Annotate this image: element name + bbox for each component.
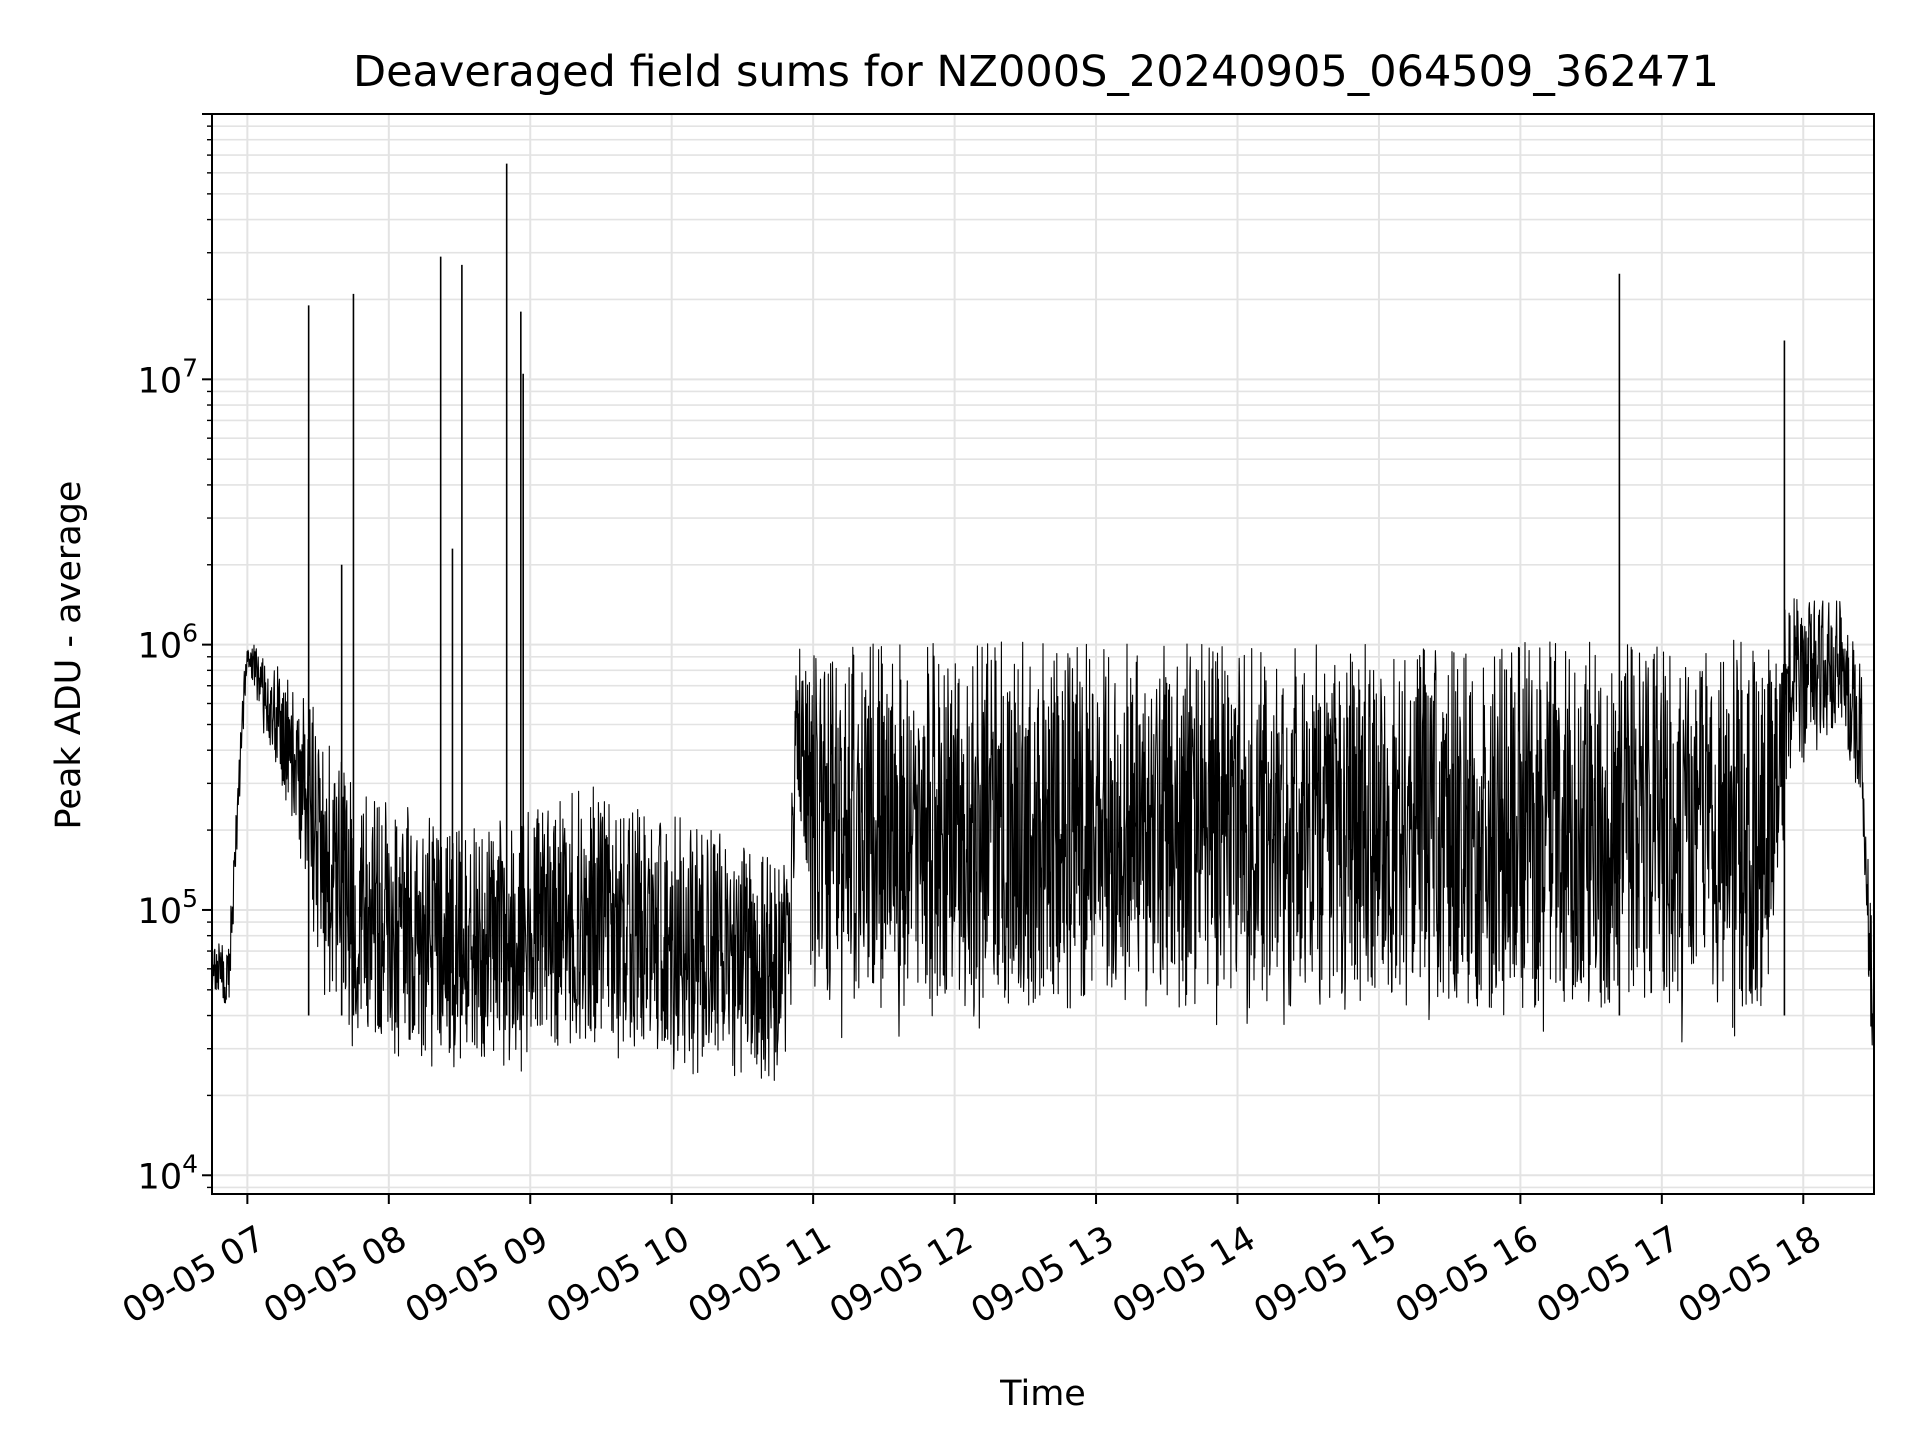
y-tick-exponent: 6 [182,619,198,648]
x-axis-label: Time [999,1374,1086,1414]
y-axis-label: Peak ADU - average [49,481,89,830]
y-tick-label: 107 [138,353,198,401]
series-line [211,163,1875,1081]
y-tick-label: 105 [138,884,198,932]
y-tick-exponent: 5 [182,884,198,913]
y-tick-base: 10 [138,361,183,401]
y-tick-exponent: 4 [182,1149,198,1178]
y-tick-base: 10 [138,627,183,667]
chart-title: Deaveraged field sums for NZ000S_2024090… [353,47,1719,97]
plot-frame [211,113,1875,1195]
y-tick-label: 104 [138,1149,198,1197]
y-tick-base: 10 [138,1157,183,1197]
series-path [211,598,1875,1081]
y-tick-base: 10 [138,892,183,932]
y-tick-exponent: 7 [182,353,198,382]
y-tick-label: 106 [138,619,198,667]
